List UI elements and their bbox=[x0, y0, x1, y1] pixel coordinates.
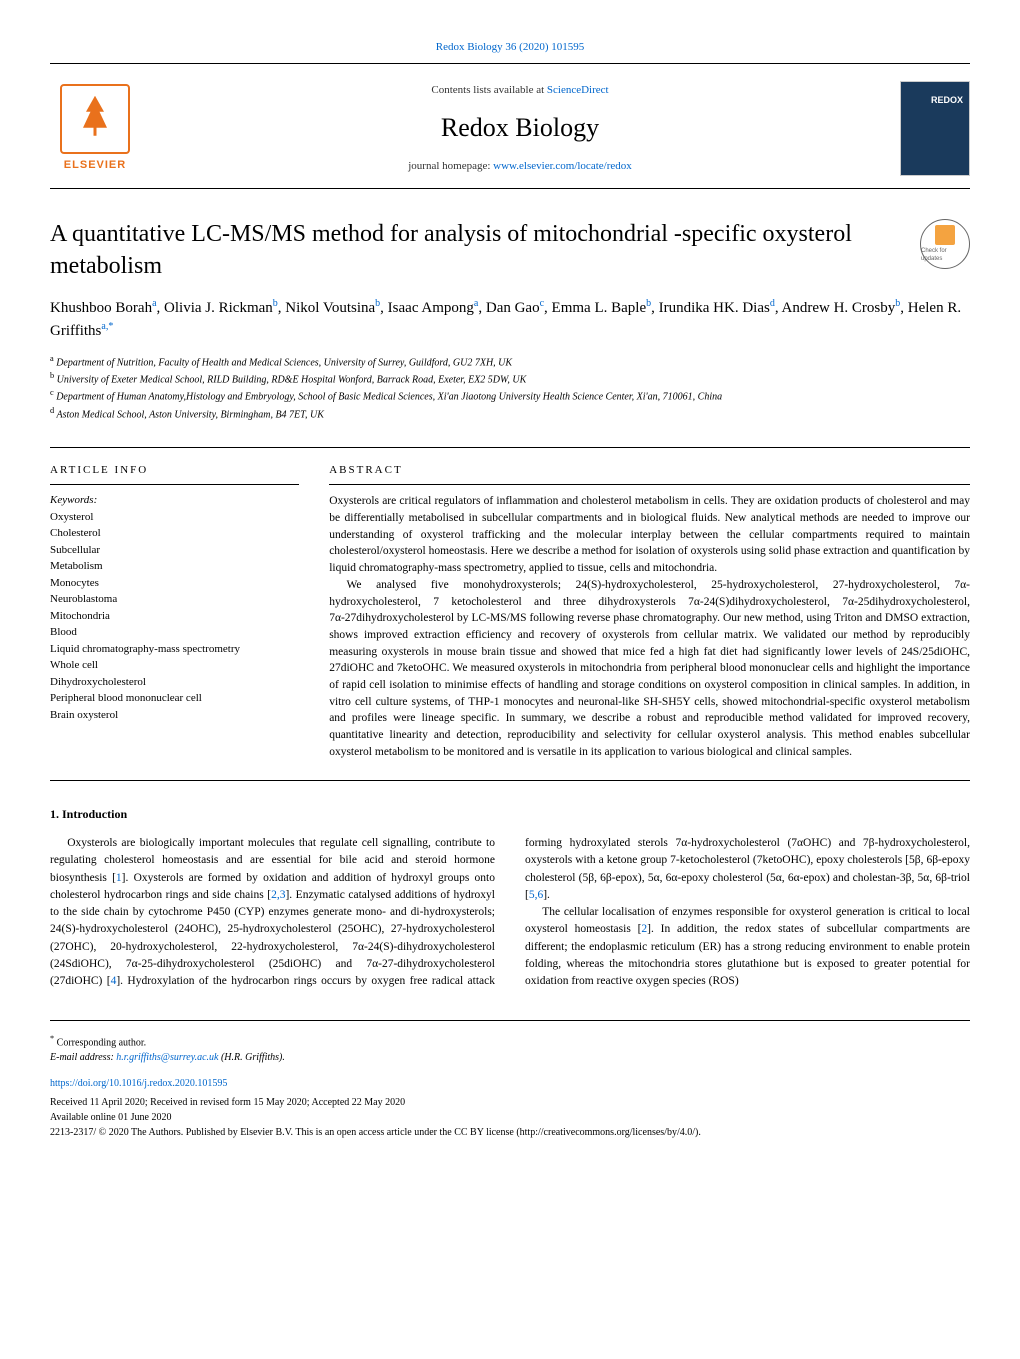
sciencedirect-link[interactable]: ScienceDirect bbox=[547, 84, 609, 96]
body-text: Oxysterols are biologically important mo… bbox=[50, 835, 970, 990]
body-paragraph: The cellular localisation of enzymes res… bbox=[525, 904, 970, 990]
affiliation-line: d Aston Medical School, Aston University… bbox=[50, 405, 970, 422]
contents-prefix: Contents lists available at bbox=[431, 84, 546, 96]
affiliation-line: b University of Exeter Medical School, R… bbox=[50, 370, 970, 387]
abstract: ABSTRACT Oxysterols are critical regulat… bbox=[329, 463, 970, 760]
homepage-link[interactable]: www.elsevier.com/locate/redox bbox=[493, 160, 632, 172]
keyword-item: Metabolism bbox=[50, 558, 299, 575]
doi-link[interactable]: https://doi.org/10.1016/j.redox.2020.101… bbox=[50, 1078, 227, 1089]
affiliation-line: c Department of Human Anatomy,Histology … bbox=[50, 387, 970, 404]
abstract-paragraph: Oxysterols are critical regulators of in… bbox=[329, 493, 970, 576]
keyword-item: Oxysterol bbox=[50, 509, 299, 526]
keyword-item: Mitochondria bbox=[50, 608, 299, 625]
ref-link[interactable]: 4 bbox=[111, 975, 117, 987]
ref-link[interactable]: 1 bbox=[116, 872, 122, 884]
article-info-heading: ARTICLE INFO bbox=[50, 463, 299, 478]
article-title: A quantitative LC-MS/MS method for analy… bbox=[50, 219, 920, 281]
keyword-item: Neuroblastoma bbox=[50, 591, 299, 608]
homepage-prefix: journal homepage: bbox=[408, 160, 493, 172]
dates-line: Received 11 April 2020; Received in revi… bbox=[50, 1095, 970, 1110]
authors: Khushboo Boraha, Olivia J. Rickmanb, Nik… bbox=[50, 296, 970, 343]
elsevier-tree-icon bbox=[60, 84, 130, 154]
bookmark-icon bbox=[935, 225, 955, 245]
elsevier-logo-text: ELSEVIER bbox=[64, 158, 126, 173]
email-link[interactable]: h.r.griffiths@surrey.ac.uk bbox=[116, 1052, 218, 1063]
keyword-item: Peripheral blood mononuclear cell bbox=[50, 690, 299, 707]
cover-label: REDOX bbox=[931, 94, 963, 107]
email-label: E-mail address: bbox=[50, 1052, 116, 1063]
keyword-item: Dihydroxycholesterol bbox=[50, 674, 299, 691]
header-citation: Redox Biology 36 (2020) 101595 bbox=[50, 40, 970, 55]
abstract-paragraph: We analysed five monohydroxysterols; 24(… bbox=[329, 577, 970, 760]
top-divider bbox=[50, 63, 970, 64]
keyword-item: Monocytes bbox=[50, 575, 299, 592]
keyword-item: Liquid chromatography-mass spectrometry bbox=[50, 641, 299, 658]
journal-name: Redox Biology bbox=[140, 110, 900, 146]
keyword-item: Brain oxysterol bbox=[50, 707, 299, 724]
footer: * Corresponding author. E-mail address: … bbox=[50, 1020, 970, 1139]
available-line: Available online 01 June 2020 bbox=[50, 1110, 970, 1125]
ref-link[interactable]: 2 bbox=[641, 923, 647, 935]
corresponding-marker: * bbox=[50, 1034, 54, 1043]
elsevier-logo: ELSEVIER bbox=[50, 78, 140, 178]
affiliations: a Department of Nutrition, Faculty of He… bbox=[50, 353, 970, 422]
keyword-item: Whole cell bbox=[50, 657, 299, 674]
journal-cover-thumbnail: REDOX bbox=[900, 81, 970, 176]
info-divider bbox=[50, 484, 299, 485]
homepage-line: journal homepage: www.elsevier.com/locat… bbox=[140, 159, 900, 174]
updates-badge-label: Check for updates bbox=[921, 247, 969, 264]
keywords-label: Keywords: bbox=[50, 493, 299, 508]
check-updates-badge[interactable]: Check for updates bbox=[920, 219, 970, 269]
section-heading: 1. Introduction bbox=[50, 806, 970, 823]
keyword-item: Subcellular bbox=[50, 542, 299, 559]
abstract-heading: ABSTRACT bbox=[329, 463, 970, 478]
article-info: ARTICLE INFO Keywords: OxysterolCholeste… bbox=[50, 463, 299, 760]
ref-link[interactable]: 2,3 bbox=[271, 889, 285, 901]
corresponding-label: Corresponding author. bbox=[57, 1038, 146, 1049]
keyword-item: Cholesterol bbox=[50, 525, 299, 542]
email-author: (H.R. Griffiths). bbox=[218, 1052, 284, 1063]
masthead: ELSEVIER Contents lists available at Sci… bbox=[50, 68, 970, 189]
ref-link[interactable]: 5,6 bbox=[529, 889, 543, 901]
abstract-text: Oxysterols are critical regulators of in… bbox=[329, 493, 970, 760]
affiliation-line: a Department of Nutrition, Faculty of He… bbox=[50, 353, 970, 370]
keywords-list: OxysterolCholesterolSubcellularMetabolis… bbox=[50, 509, 299, 724]
copyright-line: 2213-2317/ © 2020 The Authors. Published… bbox=[50, 1125, 970, 1140]
contents-line: Contents lists available at ScienceDirec… bbox=[140, 83, 900, 98]
abstract-divider bbox=[329, 484, 970, 485]
keyword-item: Blood bbox=[50, 624, 299, 641]
